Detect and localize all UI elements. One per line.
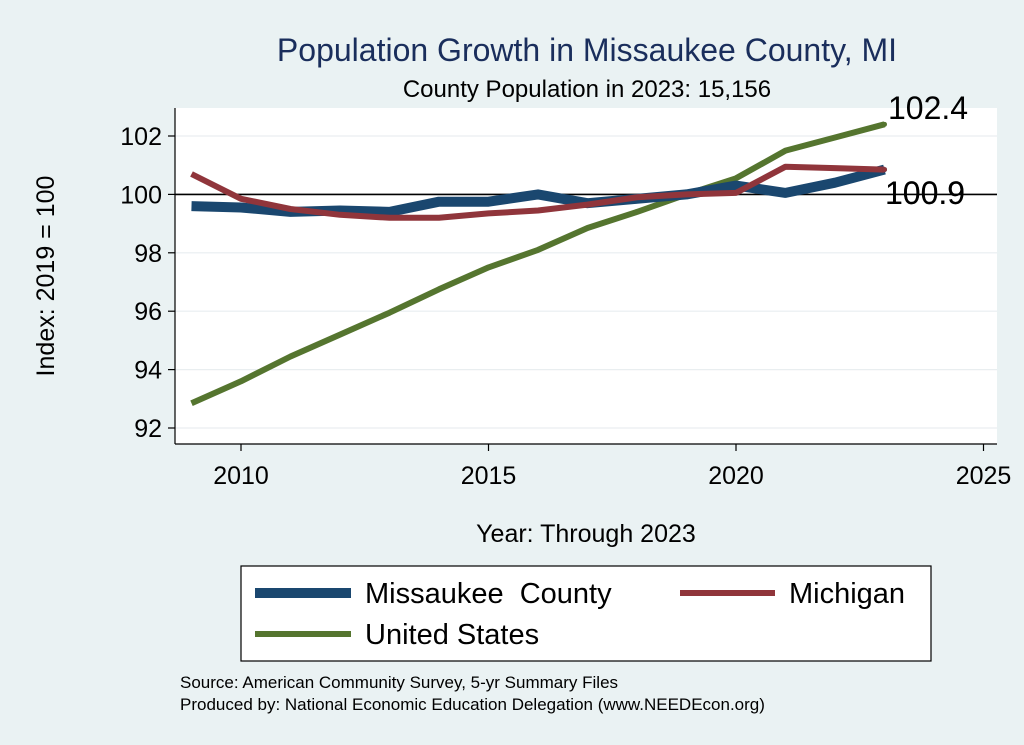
end-point-us xyxy=(882,121,887,127)
y-tick-label-100: 100 xyxy=(120,181,162,209)
source-line-2: Produced by: National Economic Education… xyxy=(180,695,765,714)
legend: Missaukee County Michigan United States xyxy=(240,565,932,662)
x-axis-title: Year: Through 2023 xyxy=(476,520,696,548)
y-axis-title: Index: 2019 = 100 xyxy=(32,176,60,377)
x-tick-label-2015: 2015 xyxy=(461,462,517,490)
x-ticks: 2010 2015 2020 2025 xyxy=(213,444,1011,490)
x-tick-label-2025: 2025 xyxy=(956,462,1012,490)
end-label-michigan: 100.9 xyxy=(885,175,965,211)
y-tick-label-92: 92 xyxy=(134,415,162,443)
series-group xyxy=(190,121,887,406)
legend-label-missaukee: Missaukee County xyxy=(365,578,612,610)
end-label-us: 102.4 xyxy=(888,90,968,126)
y-tick-label-94: 94 xyxy=(134,357,162,385)
legend-label-michigan: Michigan xyxy=(789,578,905,610)
x-tick-label-2010: 2010 xyxy=(213,462,269,490)
y-tick-label-98: 98 xyxy=(134,240,162,268)
source-line-1: Source: American Community Survey, 5-yr … xyxy=(180,673,618,692)
y-tick-label-102: 102 xyxy=(120,123,162,151)
x-tick-label-2020: 2020 xyxy=(708,462,764,490)
chart-subtitle: County Population in 2023: 15,156 xyxy=(403,76,771,103)
plot-area xyxy=(175,108,997,444)
series-line-michigan xyxy=(190,163,885,221)
legend-label-us: United States xyxy=(365,619,539,651)
y-tick-label-96: 96 xyxy=(134,298,162,326)
end-point-michigan xyxy=(882,167,887,173)
end-label-missaukee: 100.9 xyxy=(885,175,965,211)
chart-title: Population Growth in Missaukee County, M… xyxy=(277,32,897,68)
y-ticks: 92 94 96 98 100 102 xyxy=(120,123,175,443)
legend-box xyxy=(240,565,932,662)
series-line-us xyxy=(190,121,886,406)
